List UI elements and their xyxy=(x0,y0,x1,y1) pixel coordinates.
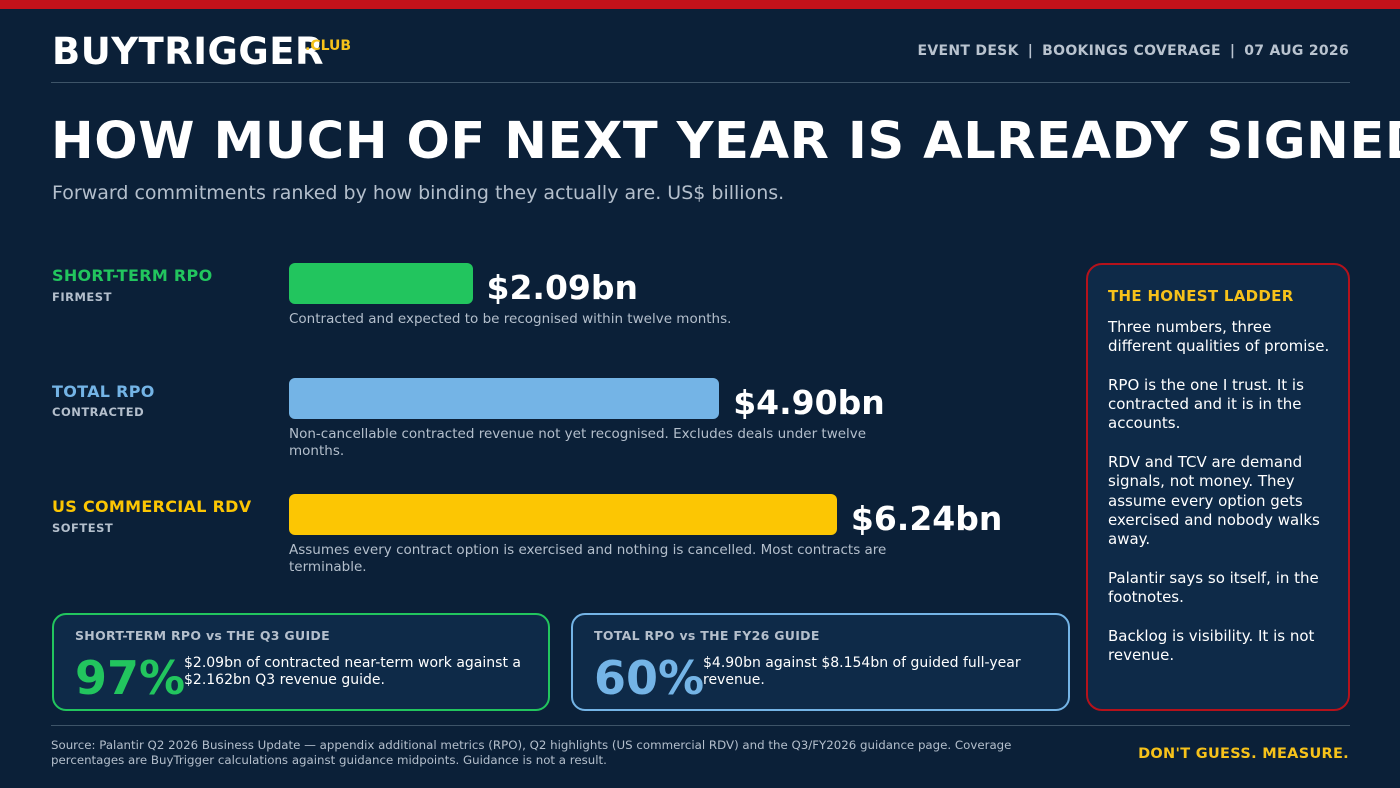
bar-short-term-rpo xyxy=(289,263,473,304)
ladder-paragraph: RPO is the one I trust. It is contracted… xyxy=(1108,375,1304,433)
honest-ladder-panel: THE HONEST LADDER Three numbers, three d… xyxy=(1086,263,1350,711)
bar-value-total-rpo: $4.90bn xyxy=(733,383,885,422)
bar-label-us-commercial-rdv: US COMMERCIAL RDV xyxy=(52,497,252,516)
coverage-percent: 60% xyxy=(594,651,705,705)
header-meta: EVENT DESK | BOOKINGS COVERAGE | 07 AUG 2026 xyxy=(918,43,1350,59)
brand-suffix: .CLUB xyxy=(305,38,352,54)
bar-tag-short-term-rpo: FIRMEST xyxy=(52,290,112,304)
bar-description-us-commercial-rdv: Assumes every contract option is exercis… xyxy=(289,542,887,575)
coverage-title: TOTAL RPO vs THE FY26 GUIDE xyxy=(594,628,820,643)
header-divider xyxy=(51,82,1350,83)
coverage-title: SHORT-TERM RPO vs THE Q3 GUIDE xyxy=(75,628,330,643)
bar-us-commercial-rdv xyxy=(289,494,837,535)
bar-description-total-rpo: Non-cancellable contracted revenue not y… xyxy=(289,426,867,459)
ladder-title: THE HONEST LADDER xyxy=(1108,287,1294,305)
meta-separator: | xyxy=(1027,43,1034,59)
brand-logo: BUYTRIGGER xyxy=(52,30,325,73)
coverage-card-total-rpo: TOTAL RPO vs THE FY26 GUIDE 60% $4.90bn … xyxy=(571,613,1070,711)
coverage-card-short-term-rpo: SHORT-TERM RPO vs THE Q3 GUIDE 97% $2.09… xyxy=(52,613,550,711)
footer-tagline: DON'T GUESS. MEASURE. xyxy=(1138,746,1349,762)
meta-desk: EVENT DESK xyxy=(917,43,1019,59)
ladder-paragraph: Three numbers, three different qualities… xyxy=(1108,318,1330,356)
footer-divider xyxy=(51,725,1350,726)
source-note: Source: Palantir Q2 2026 Business Update… xyxy=(51,738,1012,767)
coverage-percent: 97% xyxy=(75,651,186,705)
ladder-paragraph: RDV and TCV are demand signals, not mone… xyxy=(1108,453,1320,549)
meta-separator: | xyxy=(1229,43,1236,59)
bar-description-short-term-rpo: Contracted and expected to be recognised… xyxy=(289,311,732,327)
bar-tag-us-commercial-rdv: SOFTEST xyxy=(52,521,114,535)
bar-label-short-term-rpo: SHORT-TERM RPO xyxy=(52,266,213,285)
page-subtitle: Forward commitments ranked by how bindin… xyxy=(52,182,785,204)
bar-value-short-term-rpo: $2.09bn xyxy=(486,268,639,307)
ladder-paragraph: Palantir says so itself, in the footnote… xyxy=(1108,568,1319,607)
bar-value-us-commercial-rdv: $6.24bn xyxy=(850,499,1003,538)
meta-date: 07 AUG 2026 xyxy=(1244,43,1349,59)
page-title: HOW MUCH OF NEXT YEAR IS ALREADY SIGNED? xyxy=(51,112,1400,171)
coverage-text: $4.90bn against $8.154bn of guided full-… xyxy=(703,655,1021,688)
ladder-body: Three numbers, three different qualities… xyxy=(1108,318,1338,685)
top-accent-bar xyxy=(0,0,1400,9)
coverage-text: $2.09bn of contracted near-term work aga… xyxy=(184,655,521,688)
bar-tag-total-rpo: CONTRACTED xyxy=(52,405,145,419)
ladder-paragraph: Backlog is visibility. It is not revenue… xyxy=(1108,626,1315,665)
bar-total-rpo xyxy=(289,378,720,419)
bar-label-total-rpo: TOTAL RPO xyxy=(52,382,155,401)
meta-topic: BOOKINGS COVERAGE xyxy=(1042,43,1221,59)
